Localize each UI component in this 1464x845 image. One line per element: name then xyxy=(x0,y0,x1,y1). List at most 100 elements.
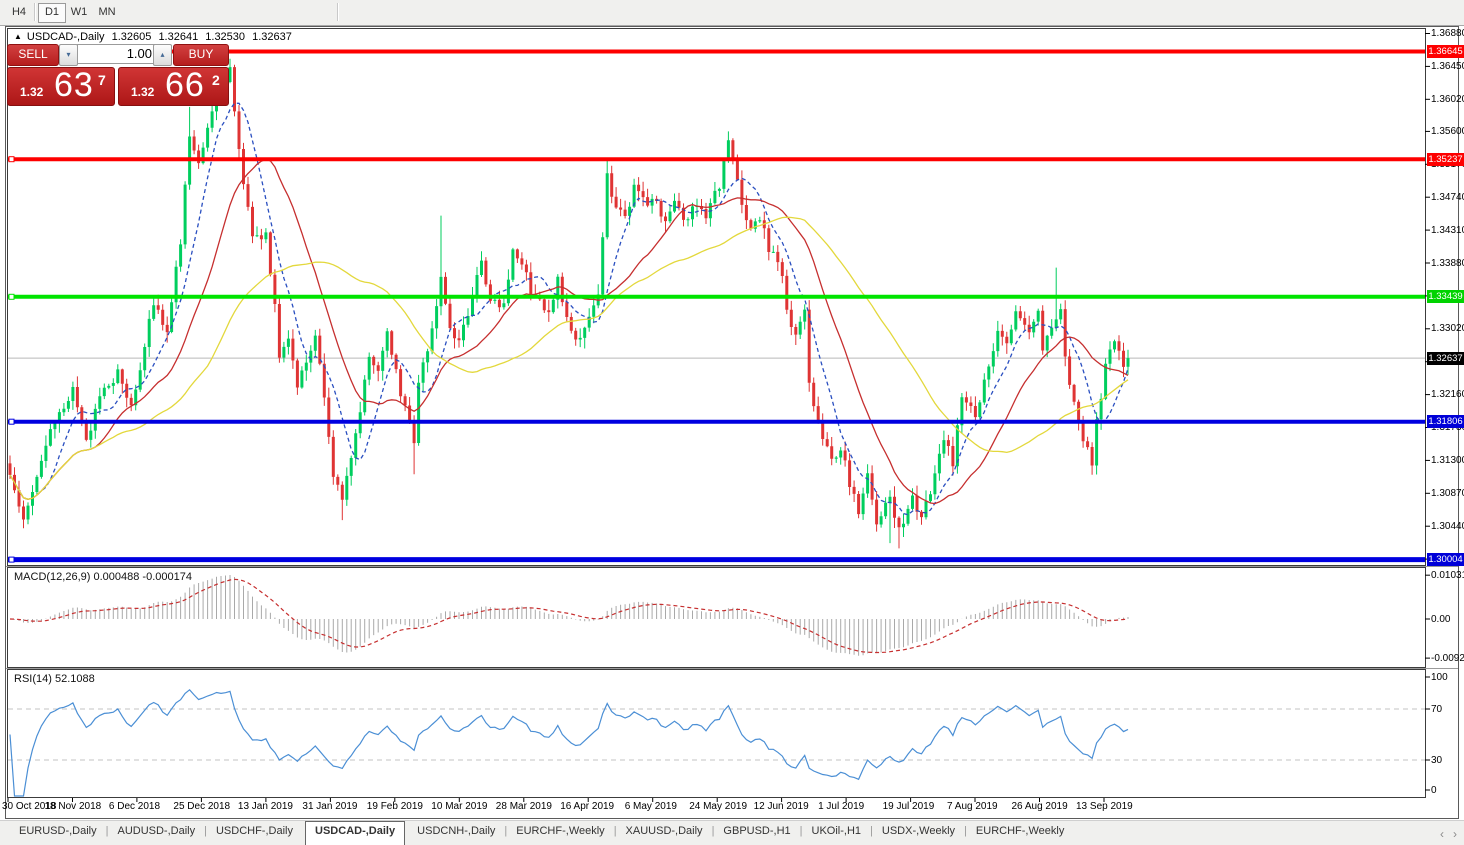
y-axis-tick-label: 1.31300 xyxy=(1431,454,1464,466)
tab-separator: | xyxy=(105,825,109,837)
date-axis-label: 6 May 2019 xyxy=(624,801,677,812)
date-axis-label: 13 Sep 2019 xyxy=(1076,801,1133,812)
ohlc-low: 1.32530 xyxy=(205,31,246,43)
rsi-scale-label: 70 xyxy=(1431,703,1443,715)
sell-price-pipette: 7 xyxy=(98,72,106,88)
tab-separator: | xyxy=(711,825,715,837)
tab-separator: | xyxy=(504,825,508,837)
y-axis-tick-label: 1.30870 xyxy=(1431,487,1464,499)
timeframe-button-h4[interactable]: H4 xyxy=(11,6,27,18)
buy-price-big: 66 xyxy=(165,66,205,104)
chart-tab-usdcnh-daily[interactable]: USDCNH-,Daily xyxy=(417,825,496,837)
chart-tab-usdchf-daily[interactable]: USDCHF-,Daily xyxy=(215,825,293,837)
timeframe-button-d1[interactable]: D1 xyxy=(38,3,66,23)
y-axis-tick-label: 1.30440 xyxy=(1431,520,1464,532)
date-axis-label: 10 Mar 2019 xyxy=(431,801,488,812)
y-axis-tick-label: 1.36450 xyxy=(1431,60,1464,72)
sell-button[interactable]: SELL xyxy=(7,44,59,66)
date-axis-label: 26 Aug 2019 xyxy=(1011,801,1068,812)
chart-tab-eurusd-daily[interactable]: EURUSD-,Daily xyxy=(19,825,97,837)
buy-button[interactable]: BUY xyxy=(173,44,229,66)
sell-price-big: 63 xyxy=(54,66,94,104)
chart-tab-audusd-daily[interactable]: AUDUSD-,Daily xyxy=(117,825,196,837)
chart-tab-eurchf-weekly[interactable]: EURCHF-,Weekly xyxy=(516,825,605,837)
buy-price-pipette: 2 xyxy=(212,72,220,88)
chart-title: ▲ USDCAD-,Daily 1.32605 1.32641 1.32530 1… xyxy=(14,31,296,43)
ohlc-open: 1.32605 xyxy=(111,31,152,43)
sell-price-prefix: 1.32 xyxy=(20,85,44,99)
collapse-triangle-icon: ▲ xyxy=(14,32,22,41)
tab-separator: | xyxy=(964,825,967,837)
date-axis-label: 19 Feb 2019 xyxy=(366,801,423,812)
date-axis-label: 19 Jul 2019 xyxy=(882,801,935,812)
price-badge: 1.30004 xyxy=(1427,553,1464,567)
macd-title: MACD(12,26,9) 0.000488 -0.000174 xyxy=(14,571,192,583)
y-axis-tick-label: 1.34740 xyxy=(1431,191,1464,203)
buy-price-prefix: 1.32 xyxy=(131,85,155,99)
rsi-title: RSI(14) 52.1088 xyxy=(14,673,95,685)
chart-tab-xauusd-daily[interactable]: XAUUSD-,Daily xyxy=(625,825,703,837)
rsi-scale-label: 0 xyxy=(1431,784,1437,796)
sell-price-button[interactable]: 1.32 63 7 xyxy=(7,66,115,106)
macd-values: 0.000488 -0.000174 xyxy=(93,571,192,583)
date-axis-label: 28 Mar 2019 xyxy=(495,801,552,812)
rsi-name: RSI(14) xyxy=(14,673,52,685)
date-axis-label: 6 Dec 2018 xyxy=(108,801,161,812)
toolbar-separator xyxy=(34,3,36,21)
macd-scale-label: -0.009203 xyxy=(1431,652,1464,664)
macd-scale-label: 0.010311 xyxy=(1431,569,1464,581)
chart-tab-bar: EURUSD-,Daily | AUDUSD-,Daily | USDCHF-,Dail… xyxy=(0,820,1464,845)
y-axis-tick-label: 1.33880 xyxy=(1431,257,1464,269)
macd-name: MACD(12,26,9) xyxy=(14,571,91,583)
tab-separator: | xyxy=(799,825,803,837)
chart-tab-usdcad-daily[interactable]: USDCAD-,Daily xyxy=(305,821,406,845)
price-badge: 1.31806 xyxy=(1427,415,1464,429)
rsi-scale-label: 30 xyxy=(1431,754,1443,766)
price-badge: 1.35237 xyxy=(1427,152,1464,166)
tab-strip: EURUSD-,Daily | AUDUSD-,Daily | USDCHF-,Dail… xyxy=(10,821,1073,845)
tab-scroll-right-button[interactable]: › xyxy=(1453,827,1457,841)
date-axis-label: 7 Aug 2019 xyxy=(947,801,998,812)
volume-increase-button[interactable]: ▴ xyxy=(153,44,172,66)
date-axis-label: 18 Nov 2018 xyxy=(44,801,102,812)
y-axis-tick-label: 1.32160 xyxy=(1431,389,1464,401)
rsi-values: 52.1088 xyxy=(54,673,95,685)
date-axis-label: 30 Oct 2018 xyxy=(2,801,57,812)
y-axis-tick-label: 1.35600 xyxy=(1431,125,1464,137)
price-badge: 1.36645 xyxy=(1427,45,1464,58)
price-badge: 1.32637 xyxy=(1427,351,1464,365)
date-axis-label: 1 Jul 2019 xyxy=(818,801,865,812)
price-chart-canvas[interactable] xyxy=(0,26,1464,820)
ohlc-close: 1.32637 xyxy=(252,31,292,43)
volume-input[interactable]: 1.00 xyxy=(77,44,159,64)
date-axis-label: 25 Dec 2018 xyxy=(173,801,231,812)
timeframe-button-mn[interactable]: MN xyxy=(98,6,116,18)
date-axis-label: 24 May 2019 xyxy=(689,801,748,812)
price-badge: 1.33439 xyxy=(1427,290,1464,304)
tab-separator: | xyxy=(870,825,873,837)
rsi-scale-label: 100 xyxy=(1431,671,1448,683)
chart-symbol-label: USDCAD-,Daily xyxy=(26,31,105,43)
timeframe-button-w1[interactable]: W1 xyxy=(70,6,88,18)
date-axis-label: 13 Jan 2019 xyxy=(237,801,293,812)
timeframe-toolbar: H4 D1 W1 MN xyxy=(0,0,1464,26)
toolbar-separator xyxy=(337,3,339,21)
chart-tab-ukoil-h1[interactable]: UKOil-,H1 xyxy=(811,825,862,837)
tab-scroll-left-button[interactable]: ‹ xyxy=(1440,827,1444,841)
chart-tab-eurchf-weekly[interactable]: EURCHF-,Weekly xyxy=(975,825,1065,837)
y-axis-tick-label: 1.33020 xyxy=(1431,323,1464,335)
y-axis-tick-label: 1.34310 xyxy=(1431,224,1464,236)
chart-tab-gbpusd-h1[interactable]: GBPUSD-,H1 xyxy=(723,825,791,837)
buy-price-button[interactable]: 1.32 66 2 xyxy=(118,66,229,106)
date-axis-label: 12 Jun 2019 xyxy=(753,801,809,812)
macd-scale-label: 0.00 xyxy=(1431,613,1451,625)
one-click-trade-panel: SELL ▾ 1.00 ▴ BUY 1.32 63 7 1.32 66 2 xyxy=(7,44,229,106)
date-axis-label: 16 Apr 2019 xyxy=(560,801,615,812)
y-axis-tick-label: 1.36880 xyxy=(1431,28,1464,39)
volume-decrease-button[interactable]: ▾ xyxy=(59,44,78,66)
chart-tab-usdx-weekly[interactable]: USDX-,Weekly xyxy=(881,825,956,837)
y-axis-tick-label: 1.36020 xyxy=(1431,93,1464,105)
tab-separator: | xyxy=(613,825,617,837)
date-axis-label: 31 Jan 2019 xyxy=(302,801,358,812)
